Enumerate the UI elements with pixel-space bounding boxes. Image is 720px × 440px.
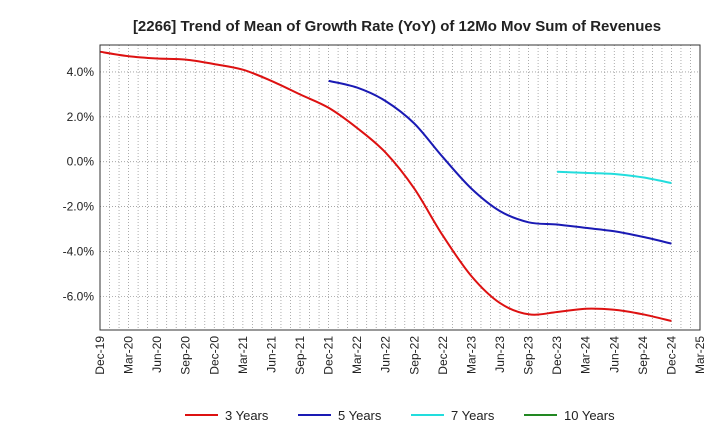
- x-tick-label: Mar-20: [122, 336, 136, 374]
- x-tick-label: Sep-20: [179, 336, 193, 375]
- x-tick-label: Jun-22: [379, 336, 393, 373]
- x-tick-label: Dec-21: [322, 336, 336, 375]
- x-tick-label: Dec-23: [550, 336, 564, 375]
- y-tick-label: 2.0%: [67, 110, 95, 124]
- x-tick-label: Mar-22: [350, 336, 364, 374]
- series-line-5-years: [328, 79, 672, 245]
- chart-title: [2266] Trend of Mean of Growth Rate (YoY…: [133, 18, 661, 35]
- x-tick-label: Sep-21: [293, 336, 307, 375]
- legend: 3 Years 5 Years 7 Years 10 Years: [185, 408, 615, 423]
- y-tick-label: -4.0%: [63, 244, 95, 258]
- x-axis-ticks: Dec-19 Mar-20 Jun-20 Sep-20 Dec-20 Mar-21 Jun-…: [93, 336, 707, 375]
- y-tick-label: 4.0%: [67, 65, 95, 79]
- y-tick-label: 0.0%: [67, 155, 95, 169]
- x-tick-label: Sep-23: [522, 336, 536, 375]
- y-tick-label: -6.0%: [63, 289, 95, 303]
- x-tick-label: Dec-22: [436, 336, 450, 375]
- grid: [100, 45, 700, 330]
- x-tick-label: Mar-21: [236, 336, 250, 374]
- x-tick-label: Dec-24: [664, 336, 678, 375]
- legend-label: 5 Years: [338, 408, 382, 423]
- x-tick-label: Dec-19: [93, 336, 107, 375]
- x-tick-label: Jun-23: [493, 336, 507, 373]
- x-tick-label: Mar-25: [693, 336, 707, 374]
- y-tick-label: -2.0%: [63, 200, 95, 214]
- x-tick-label: Dec-20: [207, 336, 221, 375]
- x-tick-label: Mar-24: [579, 336, 593, 374]
- plot-area: [99, 44, 701, 331]
- series-line-3-years: [99, 50, 672, 322]
- legend-label: 7 Years: [451, 408, 495, 423]
- legend-label: 3 Years: [225, 408, 269, 423]
- legend-label: 10 Years: [564, 408, 615, 423]
- x-tick-label: Jun-24: [607, 336, 621, 373]
- x-tick-label: Jun-20: [150, 336, 164, 373]
- series-line-7-years: [557, 170, 672, 184]
- x-tick-label: Sep-24: [636, 336, 650, 375]
- x-tick-label: Jun-21: [264, 336, 278, 373]
- y-axis-ticks: 4.0% 2.0% 0.0% -2.0% -4.0% -6.0%: [63, 65, 95, 303]
- x-tick-label: Mar-23: [464, 336, 478, 374]
- x-tick-label: Sep-22: [407, 336, 421, 375]
- series-lines: [99, 50, 672, 322]
